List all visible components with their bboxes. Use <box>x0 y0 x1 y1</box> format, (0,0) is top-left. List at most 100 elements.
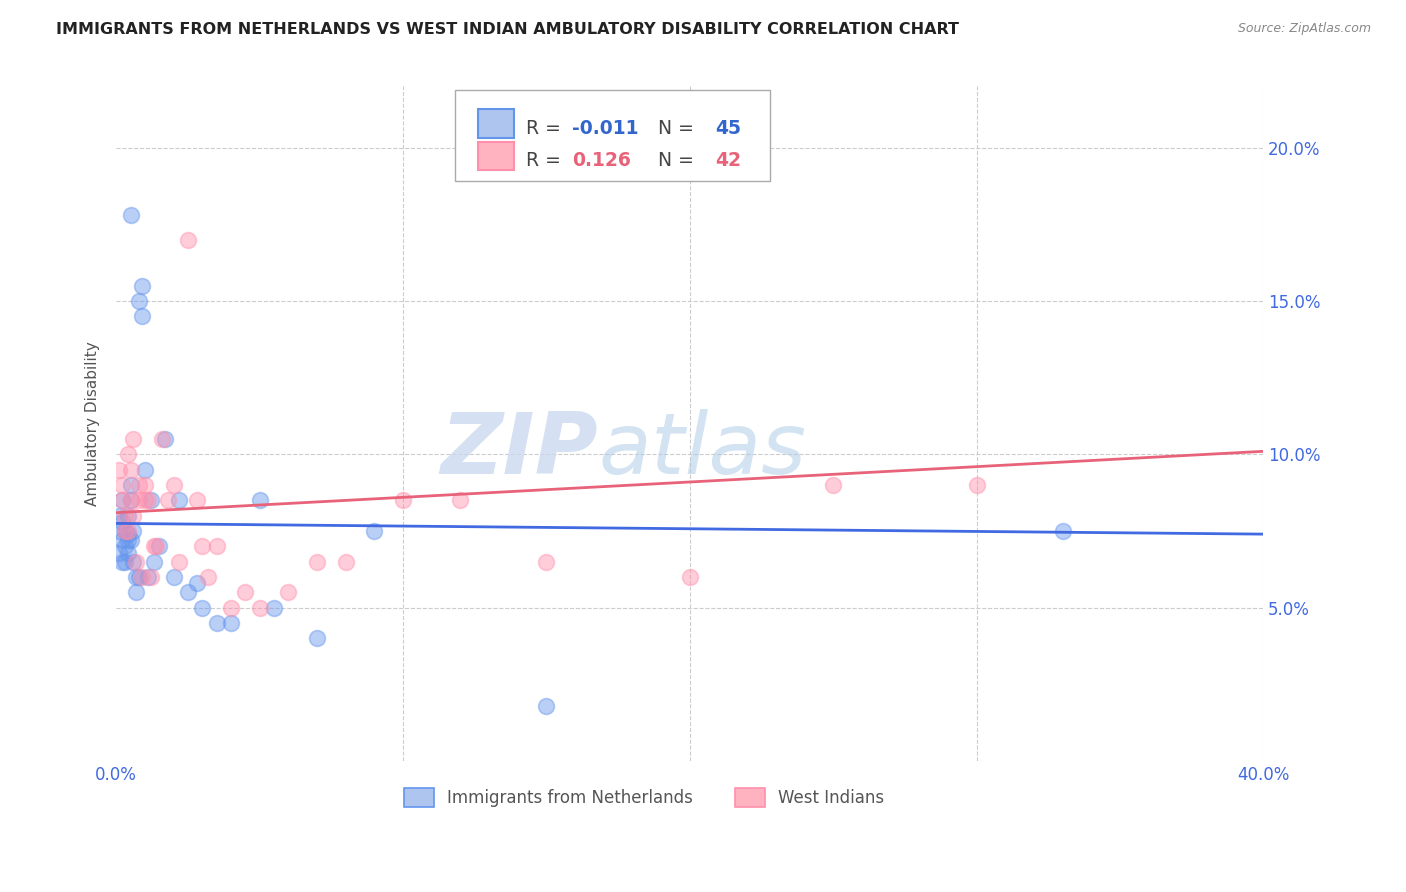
Point <box>134 478 156 492</box>
Point <box>823 478 845 492</box>
Point <box>128 493 150 508</box>
Point <box>148 540 170 554</box>
Point <box>1052 524 1074 538</box>
FancyBboxPatch shape <box>478 110 515 137</box>
Point <box>117 545 139 559</box>
Text: IMMIGRANTS FROM NETHERLANDS VS WEST INDIAN AMBULATORY DISABILITY CORRELATION CHA: IMMIGRANTS FROM NETHERLANDS VS WEST INDI… <box>56 22 959 37</box>
Point <box>125 570 148 584</box>
Point <box>162 570 184 584</box>
Point <box>122 524 145 538</box>
Point <box>122 432 145 446</box>
Point <box>153 432 176 446</box>
Point <box>125 555 148 569</box>
Text: 42: 42 <box>716 151 741 170</box>
Point <box>108 508 131 523</box>
Point <box>263 600 285 615</box>
Point <box>536 698 558 713</box>
Point <box>117 527 139 541</box>
Point <box>111 493 134 508</box>
Point <box>120 493 142 508</box>
Point <box>122 555 145 569</box>
Point <box>177 585 200 599</box>
Point <box>305 632 328 646</box>
Point <box>111 555 134 569</box>
Point <box>120 478 142 492</box>
Point <box>134 463 156 477</box>
Point <box>169 493 191 508</box>
Text: R =: R = <box>526 151 567 170</box>
Text: R =: R = <box>526 119 567 137</box>
Point <box>142 540 165 554</box>
Point <box>114 524 136 538</box>
Text: atlas: atlas <box>598 409 806 492</box>
Y-axis label: Ambulatory Disability: Ambulatory Disability <box>86 342 100 506</box>
Point <box>191 600 214 615</box>
FancyBboxPatch shape <box>478 142 515 170</box>
Point <box>335 555 357 569</box>
Point <box>139 493 162 508</box>
Point <box>177 233 200 247</box>
Point <box>277 585 299 599</box>
Point <box>392 493 415 508</box>
Point <box>125 585 148 599</box>
Point <box>205 616 228 631</box>
Point <box>219 600 242 615</box>
Text: N =: N = <box>647 151 700 170</box>
Point <box>186 576 208 591</box>
Point <box>114 508 136 523</box>
Point <box>117 524 139 538</box>
Point <box>219 616 242 631</box>
Point <box>136 493 159 508</box>
Point <box>679 570 702 584</box>
Point <box>131 570 153 584</box>
Point <box>449 493 471 508</box>
Point <box>120 533 142 548</box>
Point <box>150 432 173 446</box>
Point <box>122 508 145 523</box>
Point <box>139 570 162 584</box>
Text: -0.011: -0.011 <box>572 119 638 137</box>
Point <box>117 533 139 548</box>
Point <box>114 555 136 569</box>
Point <box>136 570 159 584</box>
Point <box>131 278 153 293</box>
Point <box>363 524 385 538</box>
Point <box>156 493 179 508</box>
Point <box>117 508 139 523</box>
Point <box>305 555 328 569</box>
Point <box>233 585 256 599</box>
Point <box>142 555 165 569</box>
Point <box>114 540 136 554</box>
Point <box>205 540 228 554</box>
FancyBboxPatch shape <box>454 90 770 181</box>
Point <box>966 478 988 492</box>
Point <box>128 293 150 308</box>
Point <box>169 555 191 569</box>
Point <box>120 463 142 477</box>
Point <box>134 493 156 508</box>
Text: N =: N = <box>647 119 700 137</box>
Point <box>128 570 150 584</box>
Text: Source: ZipAtlas.com: Source: ZipAtlas.com <box>1237 22 1371 36</box>
Point <box>197 570 219 584</box>
Point <box>111 515 134 529</box>
Text: 0.126: 0.126 <box>572 151 630 170</box>
Point <box>162 478 184 492</box>
Point <box>111 493 134 508</box>
Legend: Immigrants from Netherlands, West Indians: Immigrants from Netherlands, West Indian… <box>396 780 891 814</box>
Point <box>108 545 131 559</box>
Point <box>117 447 139 461</box>
Point <box>186 493 208 508</box>
Text: 45: 45 <box>716 119 741 137</box>
Point <box>145 540 167 554</box>
Point <box>249 493 271 508</box>
Point <box>536 555 558 569</box>
Point <box>111 533 134 548</box>
Point <box>108 463 131 477</box>
Point <box>249 600 271 615</box>
Point <box>131 310 153 324</box>
Point <box>128 478 150 492</box>
Point <box>120 493 142 508</box>
Point <box>191 540 214 554</box>
Point <box>108 524 131 538</box>
